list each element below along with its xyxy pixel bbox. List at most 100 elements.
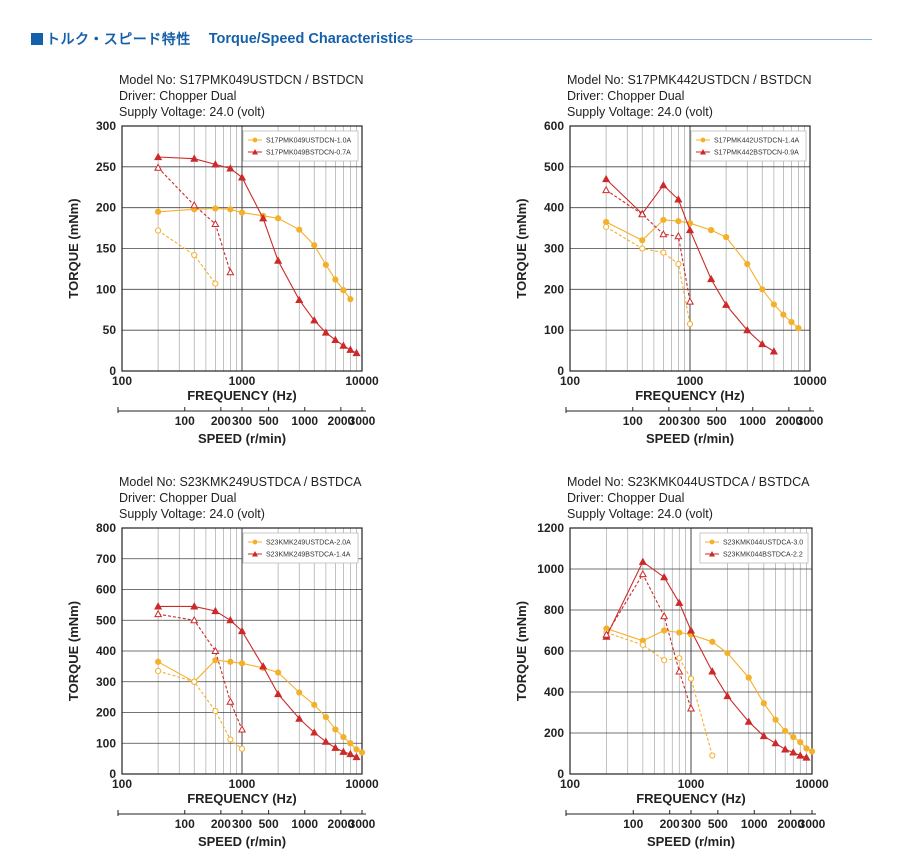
- speed-axis-title: SPEED (r/min): [646, 431, 734, 446]
- speed-tick-label: 100: [623, 414, 643, 428]
- legend-marker: [252, 149, 258, 155]
- speed-tick-label: 3000: [799, 817, 826, 831]
- x-tick-label: 100: [112, 374, 132, 388]
- speed-tick-label: 300: [232, 414, 252, 428]
- legend-label: S17PMK049BSTDCN-0.7A: [266, 150, 351, 157]
- legend-box: [699, 532, 809, 564]
- speed-tick-label: 200: [211, 817, 231, 831]
- data-point: [154, 152, 163, 161]
- legend-label: S23KMK044BSTDCA-2.2: [723, 552, 803, 559]
- data-point: [675, 260, 682, 268]
- data-point: [321, 737, 330, 745]
- data-point: [212, 205, 219, 212]
- x-tick-label: 1000: [678, 777, 705, 791]
- series-line: [606, 631, 713, 756]
- x-tick-label: 100: [112, 777, 132, 791]
- speed-tick-label: 200: [211, 414, 231, 428]
- data-point: [602, 185, 611, 194]
- data-point: [347, 296, 354, 303]
- x-tick-label: 1000: [229, 374, 256, 388]
- speed-tick-label: 1000: [739, 414, 766, 428]
- y-axis-title: TORQUE (mNm): [514, 198, 529, 298]
- x-tick-label: 10000: [345, 777, 379, 791]
- data-point: [659, 180, 668, 189]
- speed-tick-label: 3000: [797, 414, 824, 428]
- x-tick-label: 1000: [229, 777, 256, 791]
- data-point: [771, 739, 780, 747]
- data-point: [226, 267, 235, 276]
- y-tick-label: 600: [544, 644, 564, 658]
- data-point: [675, 667, 684, 675]
- data-point: [781, 745, 790, 753]
- data-point: [347, 740, 354, 747]
- data-point: [211, 606, 220, 615]
- legend-marker: [700, 149, 706, 155]
- data-point: [639, 245, 646, 252]
- data-point: [154, 602, 163, 610]
- legend-label: S17PMK442BSTDCN-0.9A: [714, 150, 799, 157]
- square-bullet-icon: [31, 33, 43, 45]
- data-point: [709, 638, 716, 645]
- y-tick-label: 100: [96, 282, 116, 296]
- speed-tick-label: 200: [659, 414, 679, 428]
- speed-tick-label: 500: [708, 817, 728, 831]
- plot-frame: [121, 527, 363, 775]
- y-tick-label: 0: [109, 364, 116, 378]
- data-point: [675, 218, 682, 225]
- speed-tick-label: 100: [175, 817, 195, 831]
- header-divider: [398, 39, 872, 40]
- legend-marker: [709, 551, 715, 557]
- y-tick-label: 1000: [537, 562, 564, 576]
- data-point: [237, 173, 247, 181]
- speed-tick-label: 500: [707, 414, 727, 428]
- data-point: [212, 280, 219, 287]
- plot-frame: [569, 125, 811, 372]
- data-point: [638, 557, 647, 565]
- data-point: [723, 233, 730, 241]
- legend-marker: [709, 539, 715, 545]
- data-point: [311, 701, 318, 708]
- chart-info-line: Supply Voltage: 24.0 (volt): [567, 105, 713, 119]
- x-axis-title: FREQUENCY (Hz): [187, 791, 297, 806]
- section-title-en: Torque/Speed Characteristics: [208, 31, 414, 47]
- y-tick-label: 600: [544, 119, 564, 133]
- legend-box: [242, 532, 359, 564]
- data-point: [686, 626, 696, 634]
- speed-tick-label: 500: [259, 414, 279, 428]
- x-tick-label: 10000: [793, 374, 827, 388]
- data-point: [780, 311, 787, 318]
- data-point: [353, 746, 360, 753]
- data-point: [685, 225, 695, 234]
- x-tick-label: 10000: [345, 374, 379, 388]
- data-point: [676, 629, 683, 636]
- data-point: [708, 227, 715, 234]
- data-point: [212, 657, 219, 664]
- data-point: [238, 660, 246, 667]
- data-point: [332, 726, 339, 733]
- legend-marker: [252, 539, 258, 545]
- speed-tick-label: 300: [232, 817, 252, 831]
- y-tick-label: 400: [96, 644, 116, 658]
- data-point: [769, 347, 778, 355]
- data-point: [211, 219, 220, 228]
- data-point: [311, 242, 318, 249]
- data-point: [227, 206, 234, 213]
- data-point: [190, 616, 199, 624]
- legend-marker: [252, 551, 258, 557]
- data-point: [296, 226, 303, 233]
- data-point: [795, 325, 802, 332]
- data-point: [686, 704, 696, 712]
- speed-tick-label: 500: [259, 817, 279, 831]
- data-point: [660, 611, 669, 620]
- data-point: [723, 691, 732, 700]
- data-point: [708, 667, 717, 675]
- legend-label: S23KMK044USTDCA-3.0: [723, 540, 803, 547]
- y-tick-label: 50: [103, 323, 117, 337]
- y-tick-label: 100: [544, 323, 564, 337]
- data-point: [321, 328, 330, 336]
- chart-info-line: Supply Voltage: 24.0 (volt): [119, 105, 265, 119]
- data-point: [259, 214, 268, 222]
